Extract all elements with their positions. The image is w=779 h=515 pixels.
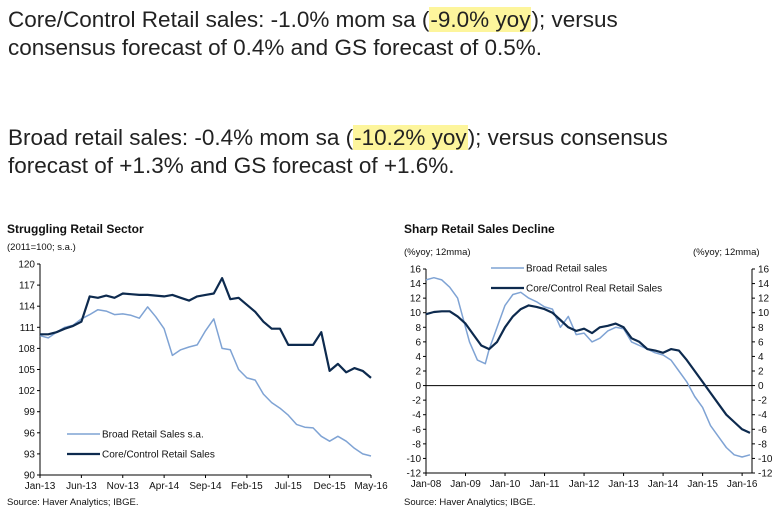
chart2-ytick-right-label: 16 (758, 265, 770, 276)
chart1-xtick-label: Sep-14 (189, 481, 222, 492)
chart1-xtick-label: Nov-13 (107, 481, 140, 492)
chart2-xtick-label: Jan-16 (727, 479, 758, 490)
chart2-xtick-label: Jan-12 (569, 479, 600, 490)
chart1-ytick-label: 102 (18, 386, 35, 397)
chart2-xtick-label: Jan-13 (608, 479, 639, 490)
chart2-ytick-right-label: 0 (758, 381, 764, 392)
broad-headline-highlight: -10.2% yoy (353, 125, 468, 150)
chart2-ytick-label: -2 (412, 396, 421, 407)
chart2-xtick-label: Jan-14 (648, 479, 679, 490)
chart2-title: Sharp Retail Sales Decline (404, 222, 555, 236)
chart1-ytick-label: 111 (20, 323, 36, 334)
chart2-ytick-label: -6 (412, 425, 421, 436)
chart2-series-line-1 (425, 276, 751, 458)
chart2-ytick-label: 2 (415, 367, 421, 378)
chart1-xtick-label: Dec-15 (314, 481, 347, 492)
chart1-ytick-label: 99 (24, 407, 36, 418)
chart2-ytick-right-label: -6 (758, 425, 767, 436)
chart2-xtick-label: Jan-11 (530, 479, 560, 490)
broad-headline: Broad retail sales: -0.4% mom sa (-10.2%… (8, 124, 668, 180)
core-headline-line2: consensus forecast of 0.4% and GS foreca… (8, 35, 543, 60)
chart1-series-line-2 (40, 277, 372, 379)
chart1-ytick-label: 93 (24, 449, 36, 460)
chart2-ytick-label: -10 (407, 454, 422, 465)
chart2-ytick-label: -8 (412, 439, 421, 450)
chart2-ytick-label: 14 (410, 279, 422, 290)
chart1-xtick-label: Apr-14 (149, 481, 179, 492)
core-headline-highlight: -9.0% yoy (429, 7, 532, 32)
core-headline: Core/Control Retail sales: -1.0% mom sa … (8, 6, 618, 62)
chart2-ytick-right-label: 2 (758, 367, 764, 378)
chart1-xtick-label: Jun-13 (66, 481, 97, 492)
chart1-ytick-label: 108 (18, 344, 35, 355)
core-headline-pre: Core/Control Retail sales: -1.0% mom sa … (8, 7, 430, 32)
chart2-xtick-label: Jan-09 (450, 479, 481, 490)
chart1-ytick-label: 90 (24, 471, 36, 482)
chart1-xtick-label: Jan-13 (25, 481, 56, 492)
broad-headline-pre: Broad retail sales: -0.4% mom sa ( (8, 125, 354, 150)
chart2-ytick-label: 10 (410, 308, 422, 319)
chart1-legend-label-1: Broad Retail Sales s.a. (102, 430, 204, 441)
chart2-ylabel-right: (%yoy; 12mma) (693, 247, 760, 258)
chart2-ytick-right-label: -8 (758, 439, 767, 450)
chart2-ytick-right-label: -4 (758, 410, 767, 421)
chart1-ytick-label: 120 (18, 260, 35, 271)
chart1-title: Struggling Retail Sector (7, 222, 144, 236)
chart2-legend-label-2: Core/Control Real Retail Sales (526, 284, 662, 295)
chart1-legend-label-2: Core/Control Retail Sales (102, 450, 215, 461)
chart2-series-line-2 (425, 304, 751, 434)
chart1-xtick-label: May-16 (354, 481, 388, 492)
chart2-ytick-right-label: 6 (758, 337, 764, 348)
chart1-source: Source: Haver Analytics; IBGE. (7, 497, 139, 508)
chart1-ytick-label: 96 (24, 428, 36, 439)
chart2-legend-label-1: Broad Retail sales (526, 264, 607, 275)
broad-headline-line2: forecast of +1.3% and GS forecast of +1.… (8, 153, 455, 178)
chart2-ytick-label: 12 (410, 294, 422, 305)
chart2-ytick-label: 0 (415, 381, 421, 392)
chart1-xtick-label: Jul-15 (275, 481, 303, 492)
chart2-ytick-label: -4 (412, 410, 421, 421)
chart2-ytick-label: -12 (407, 469, 422, 480)
chart2-ytick-right-label: 14 (758, 279, 770, 290)
core-headline-post: ); versus (531, 7, 618, 32)
chart2-ytick-right-label: -10 (758, 454, 773, 465)
chart2-ytick-right-label: 8 (758, 323, 764, 334)
chart2-xtick-label: Jan-10 (490, 479, 521, 490)
chart1-xtick-label: Feb-15 (231, 481, 263, 492)
chart2-xtick-label: Jan-08 (411, 479, 442, 490)
chart2-ytick-right-label: 12 (758, 294, 770, 305)
chart2-ytick-right-label: -12 (758, 469, 773, 480)
chart1-ytick-label: 117 (19, 281, 35, 292)
chart2-source: Source: Haver Analytics; IBGE. (404, 497, 536, 508)
chart1-ytick-label: 105 (18, 365, 35, 376)
chart2-ytick-label: 16 (410, 265, 422, 276)
chart2-ytick-label: 8 (415, 323, 421, 334)
chart2-xtick-label: Jan-15 (687, 479, 718, 490)
chart1-ylabel: (2011=100; s.a.) (7, 242, 76, 253)
chart2-ytick-right-label: 10 (758, 308, 770, 319)
chart2-ylabel-left: (%yoy; 12mma) (404, 247, 471, 258)
chart2-ytick-right-label: 4 (758, 352, 764, 363)
chart1-series-line-1 (39, 306, 372, 457)
broad-headline-post: ); versus consensus (467, 125, 668, 150)
chart2-ytick-label: 4 (415, 352, 421, 363)
chart2-ytick-label: 6 (415, 337, 421, 348)
chart2-ytick-right-label: -2 (758, 396, 767, 407)
chart1-ytick-label: 114 (19, 302, 35, 313)
